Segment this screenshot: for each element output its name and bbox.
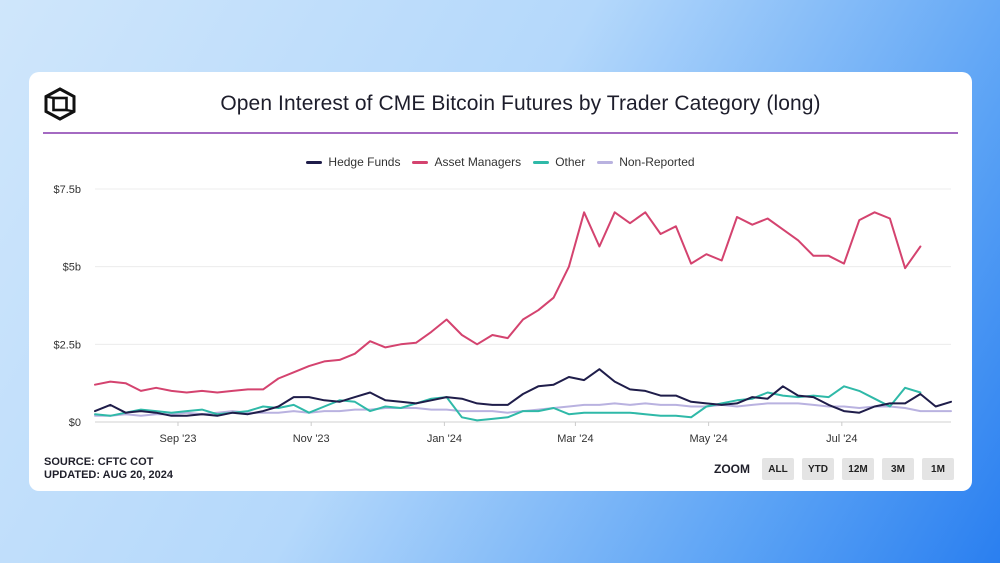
series-line-hedge-funds [94, 368, 952, 417]
y-tick-label: $7.5b [53, 184, 81, 196]
x-tick-label: Nov '23 [293, 433, 330, 445]
chart-title: Open Interest of CME Bitcoin Futures by … [220, 92, 821, 115]
x-tick-label: Jan '24 [427, 433, 462, 445]
line-chart: $0 $2.5b $5b $7.5b Sep '23 Nov '23 Jan '24 Mar … [53, 184, 952, 445]
updated-text: UPDATED: AUG 20, 2024 [44, 469, 173, 481]
zoom-button-3m[interactable]: 3M [882, 458, 914, 480]
legend-item[interactable]: Asset Managers [412, 155, 521, 169]
title-divider [43, 132, 958, 134]
legend-label: Asset Managers [434, 155, 522, 169]
x-tick-label: Sep '23 [159, 433, 196, 445]
y-tick-label: $2.5b [53, 339, 81, 351]
source-block: SOURCE: CFTC COT UPDATED: AUG 20, 2024 [44, 456, 173, 482]
legend-swatch [597, 160, 614, 164]
the-block-logo-icon [44, 87, 76, 121]
legend-swatch [306, 160, 323, 164]
legend-swatch [412, 160, 429, 164]
x-tick-label: Mar '24 [557, 433, 593, 445]
legend-item[interactable]: Other [533, 155, 585, 169]
x-tick-label: May '24 [690, 433, 728, 445]
legend-swatch [533, 160, 550, 164]
chart-legend: Hedge Funds Asset Managers Other Non-Report… [29, 155, 972, 169]
legend-item[interactable]: Non-Reported [597, 155, 695, 169]
chart-card: Open Interest of CME Bitcoin Futures by … [29, 72, 972, 491]
legend-label: Other [555, 155, 586, 169]
zoom-label: ZOOM [714, 462, 750, 476]
zoom-button-ytd[interactable]: YTD [802, 458, 834, 480]
zoom-button-1m[interactable]: 1M [922, 458, 954, 480]
y-tick-label: $0 [69, 417, 81, 429]
zoom-button-all[interactable]: ALL [762, 458, 794, 480]
legend-item[interactable]: Hedge Funds [306, 155, 400, 169]
legend-label: Non-Reported [619, 155, 695, 169]
series-line-asset-managers [94, 211, 922, 394]
source-text: SOURCE: CFTC COT [44, 456, 154, 468]
legend-label: Hedge Funds [328, 155, 401, 169]
zoom-controls: ZOOM ALL YTD 12M 3M 1M [714, 458, 954, 480]
zoom-button-12m[interactable]: 12M [842, 458, 874, 480]
y-tick-label: $5b [63, 262, 81, 274]
x-tick-label: Jul '24 [826, 433, 857, 445]
